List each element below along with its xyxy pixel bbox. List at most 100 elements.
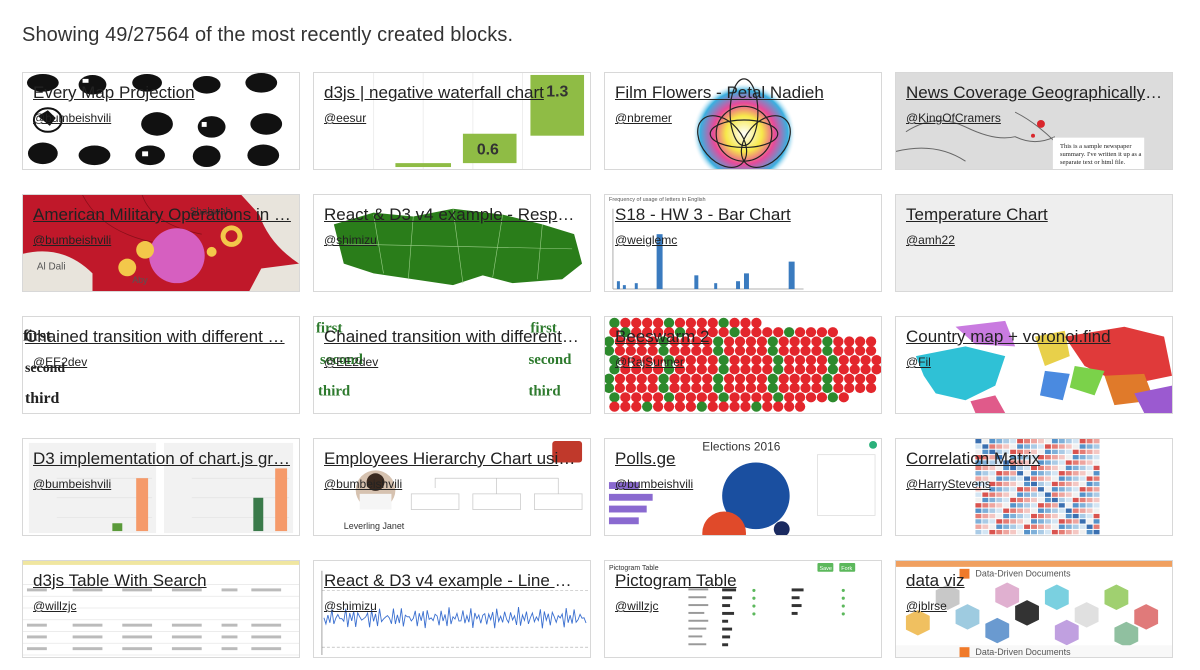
beeswarm-dot <box>723 336 735 347</box>
block-card[interactable]: This is a sample newspaper summary. I've… <box>895 72 1173 170</box>
block-title[interactable]: Employees Hierarchy Chart usin… <box>324 449 582 468</box>
beeswarm-dot <box>844 373 855 384</box>
matrix-cell <box>1051 444 1058 449</box>
block-author[interactable]: @bumbeishvili <box>33 233 112 247</box>
block-author[interactable]: @bumbeishvili <box>615 477 694 491</box>
matrix-cell <box>1003 481 1010 487</box>
block-author[interactable]: @willzjc <box>33 599 77 613</box>
block-author[interactable]: @willzjc <box>615 599 659 613</box>
beeswarm-dot <box>674 355 686 366</box>
block-title[interactable]: Country map + voronoi.find <box>906 327 1111 346</box>
block-author[interactable]: @bumbeishvili <box>33 477 112 491</box>
block-card[interactable]: Country map + voronoi.find @Fil <box>895 316 1173 414</box>
matrix-cell <box>975 519 982 524</box>
block-title[interactable]: d3js | negative waterfall chart <box>324 83 544 102</box>
matrix-cell <box>1024 492 1031 497</box>
block-card[interactable]: React & D3 v4 example - Line Ch… @shimiz… <box>313 560 591 658</box>
matrix-cell <box>1010 524 1017 529</box>
beeswarm-dot <box>789 382 800 394</box>
block-author[interactable]: @jblrse <box>906 599 947 613</box>
block-author[interactable]: @bumbeishvili <box>33 111 112 125</box>
beeswarm-dot <box>789 373 800 384</box>
matrix-cell <box>1017 529 1024 535</box>
block-title[interactable]: Beeswarm 2 <box>615 327 710 346</box>
block-card[interactable]: D3 implementation of chart.js gr… @bumbe… <box>22 438 300 536</box>
matrix-cell <box>1017 487 1024 492</box>
matrix-cell <box>975 465 982 471</box>
matrix-cell <box>989 508 996 513</box>
block-card[interactable]: Shabwah Al Dali Aby American Military Op… <box>22 194 300 292</box>
matrix-cell <box>1065 529 1072 535</box>
block-card[interactable]: Elections 2016 Polls.ge @bumbeishvili <box>604 438 882 536</box>
beeswarm-dot <box>685 401 697 412</box>
matrix-cell <box>975 524 982 529</box>
block-card[interactable]: Data-Driven Documents Da <box>895 560 1173 658</box>
matrix-cell <box>1072 455 1079 460</box>
matrix-cell <box>996 465 1003 471</box>
beeswarm-dot <box>605 345 615 356</box>
block-title[interactable]: React & D3 v4 example - Respon… <box>324 205 582 224</box>
block-author[interactable]: @shimizu <box>324 599 377 613</box>
block-card[interactable]: Correlation Matrix @HarryStevens <box>895 438 1173 536</box>
beeswarm-dot <box>707 317 718 328</box>
block-card[interactable]: Temperature Chart @amh22 <box>895 194 1173 292</box>
beeswarm-dot <box>816 364 828 375</box>
matrix-cell <box>975 444 982 449</box>
block-author[interactable]: @bumbeishvili <box>324 477 403 491</box>
block-author[interactable]: @weiglemc <box>615 233 678 247</box>
block-title[interactable]: D3 implementation of chart.js gr… <box>33 449 290 468</box>
beeswarm-dot <box>740 401 751 412</box>
block-card[interactable]: Frequency of usage of letters in English… <box>604 194 882 292</box>
matrix-cell <box>1044 492 1051 497</box>
block-title[interactable]: Chained transition with different … <box>324 327 582 346</box>
block-card[interactable]: Pictogram Table Save Fork <box>604 560 882 658</box>
block-author[interactable]: @KingOfCramers <box>906 111 1001 125</box>
matrix-cell <box>1079 513 1086 519</box>
block-card[interactable]: Beeswarm 2 @RajSunner <box>604 316 882 414</box>
block-author[interactable]: @EE2dev <box>33 355 88 369</box>
block-card[interactable]: first second third Chained transition wi… <box>22 316 300 414</box>
beeswarm-dot <box>784 401 795 412</box>
block-card[interactable]: Every Map Projection @bumbeishvili <box>22 72 300 170</box>
block-card[interactable]: first first second second third third Ch… <box>313 316 591 414</box>
matrix-cell <box>1024 460 1031 465</box>
matrix-cell <box>1003 529 1010 535</box>
block-author[interactable]: @eesur <box>324 111 367 125</box>
block-title[interactable]: Every Map Projection <box>33 83 195 102</box>
beeswarm-dot <box>767 382 778 394</box>
block-title[interactable]: Film Flowers - Petal Nadieh <box>615 83 824 102</box>
d3-heading: Data-Driven Documents <box>975 569 1071 579</box>
matrix-cell <box>1010 529 1017 535</box>
beeswarm-dot <box>647 373 658 384</box>
block-author[interactable]: @amh22 <box>906 233 955 247</box>
block-author[interactable]: @Fil <box>906 355 931 369</box>
block-title[interactable]: American Military Operations in … <box>33 205 291 224</box>
block-author[interactable]: @HarryStevens <box>906 477 991 491</box>
block-title[interactable]: React & D3 v4 example - Line Ch… <box>324 571 582 590</box>
block-card[interactable]: Leverling Janet Employees Hierarchy Char… <box>313 438 591 536</box>
block-card[interactable]: d3js Table With Search @willzjc <box>22 560 300 658</box>
matrix-cell <box>1093 508 1100 513</box>
block-title[interactable]: S18 - HW 3 - Bar Chart <box>615 205 791 224</box>
block-title[interactable]: d3js Table With Search <box>33 571 207 590</box>
beeswarm-dot <box>652 401 664 412</box>
matrix-cell <box>1072 513 1079 519</box>
block-title[interactable]: Polls.ge <box>615 449 676 468</box>
block-title[interactable]: Pictogram Table <box>615 571 737 590</box>
block-title[interactable]: Chained transition with different … <box>25 327 285 346</box>
block-card[interactable]: React & D3 v4 example - Respon… @shimizu <box>313 194 591 292</box>
matrix-cell <box>996 487 1003 492</box>
block-author[interactable]: @RajSunner <box>615 355 684 369</box>
block-author[interactable]: @EE2dev <box>324 355 379 369</box>
block-author[interactable]: @nbremer <box>615 111 672 125</box>
block-card[interactable]: Film Flowers - Petal Nadieh @nbremer <box>604 72 882 170</box>
block-title[interactable]: Temperature Chart <box>906 205 1048 224</box>
block-title[interactable]: data viz <box>906 571 965 590</box>
block-card[interactable]: 1.3 0.6 d3js | negative waterfall chart … <box>313 72 591 170</box>
matrix-cell <box>1079 487 1086 492</box>
beeswarm-dot <box>816 327 828 338</box>
block-author[interactable]: @shimizu <box>324 233 377 247</box>
matrix-cell <box>996 481 1003 487</box>
block-title[interactable]: Correlation Matrix <box>906 449 1041 468</box>
block-title[interactable]: News Coverage Geographically … <box>906 83 1164 102</box>
